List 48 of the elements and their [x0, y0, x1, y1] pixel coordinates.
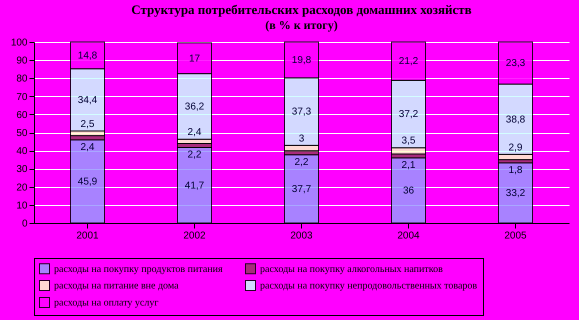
y-tick-label: 60 — [16, 110, 28, 121]
y-tick-label: 40 — [16, 146, 28, 158]
data-label: 1,8 — [508, 164, 523, 176]
data-label: 34,4 — [78, 94, 98, 106]
data-label: 36,2 — [184, 101, 205, 112]
y-tick-label: 70 — [16, 92, 28, 103]
data-label: 3,5 — [402, 136, 416, 147]
y-tick-label: 30 — [16, 164, 28, 176]
data-label: 38,8 — [506, 114, 526, 126]
data-label: 2,4 — [188, 127, 202, 138]
y-tick-label: 50 — [16, 128, 28, 139]
legend-label: расходы на оплату услуг — [54, 298, 158, 308]
data-label: 23,3 — [506, 58, 526, 70]
data-label: 36 — [402, 185, 414, 196]
data-label: 2,2 — [294, 156, 309, 168]
legend-label: расходы на питание вне дома — [54, 280, 180, 292]
y-tick-label: 100 — [10, 38, 28, 48]
y-tick-label: 10 — [16, 200, 28, 212]
data-label: 2,4 — [80, 142, 95, 153]
legend-label: расходы на покупку продуктов питания — [54, 264, 223, 275]
data-label: 2,2 — [188, 150, 202, 161]
chart-subtitle: (в % к итогу) — [265, 18, 338, 32]
data-label: 41,7 — [184, 180, 205, 192]
data-label: 17 — [188, 53, 200, 64]
data-label: 37,3 — [292, 106, 312, 118]
data-label: 37,7 — [292, 184, 312, 195]
data-label: 3 — [298, 133, 305, 144]
x-tick-label: 2001 — [76, 230, 100, 242]
legend-label: расходы на покупку алкогольных напитков — [260, 264, 444, 275]
data-label: 14,8 — [78, 50, 98, 62]
y-tick-label: 90 — [16, 56, 28, 67]
data-label: 2,5 — [80, 119, 95, 130]
data-label: 45,9 — [78, 176, 98, 188]
legend-label: расходы на покупку непродовольственных товаров — [260, 280, 478, 292]
y-tick-label: 0 — [22, 218, 28, 230]
data-label: 2,1 — [402, 160, 416, 171]
x-tick-label: 2005 — [504, 230, 528, 242]
x-tick-label: 2003 — [290, 230, 314, 242]
y-tick-label: 80 — [16, 74, 28, 85]
data-label: 2,9 — [508, 142, 523, 154]
data-label: 19,8 — [292, 54, 312, 66]
data-label: 33,2 — [506, 188, 526, 199]
data-label: 21,2 — [398, 56, 419, 68]
data-label: 37,2 — [398, 109, 419, 120]
chart-title: Структура потребительских расходов домашних хозяйств — [131, 2, 472, 17]
x-tick-label: 2004 — [397, 230, 420, 242]
x-tick-label: 2002 — [183, 230, 206, 242]
y-tick-label: 20 — [16, 182, 28, 194]
